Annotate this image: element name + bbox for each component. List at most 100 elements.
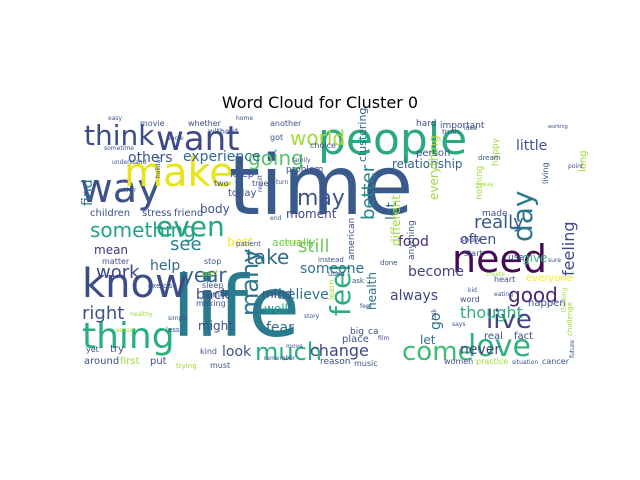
word-relationship: relationship [392,157,463,171]
word-go: go [428,313,444,330]
word-important: important [440,121,485,131]
word-sense: sense [116,327,134,334]
word-back: back [196,287,230,303]
word-instead: instead [318,256,344,264]
word-friend: friend [174,208,203,219]
word-talk: talk [431,308,438,320]
word-working: working [548,124,568,130]
word-see: see [170,234,202,255]
word-really: really [474,212,524,233]
word-know: know [82,261,188,307]
word-simply: simply [168,315,188,322]
word-problem: problem [286,165,323,175]
word-anything: anything [407,220,417,260]
word-part: part [202,269,218,278]
word-well: well [264,302,288,316]
word-heart: heart [494,275,515,284]
word-situation: situation [512,359,538,366]
word-keep: keep [230,169,254,180]
word-reason: reason [320,357,350,367]
word-away: away [478,181,494,188]
word-mean: mean [94,243,128,257]
word-others: others [128,150,173,166]
word-living: living [541,162,550,184]
word-long: long [578,150,589,172]
word-got: got [270,133,283,142]
word-mind: mind [262,287,292,301]
word-rather: rather [118,187,137,194]
word-create: create [486,271,505,278]
word-use: use [508,253,524,263]
word-without: without [208,127,238,136]
word-holiday: holiday [155,156,162,178]
word-become: become [408,264,464,280]
word-experience: experience [183,149,261,165]
word-year: year [182,263,227,287]
word-different: different [389,195,403,246]
word-often: often [460,232,496,248]
word-show: show [460,235,481,244]
word-around: around [84,356,119,367]
word-end: end [270,215,281,222]
word-everyone: everyone [526,273,573,284]
word-sleep: sleep [202,281,223,290]
word-still: still [298,236,329,257]
word-remember: remember [264,355,296,362]
word-always: always [390,288,438,304]
word-matter: matter [102,257,130,266]
word-sure: sure [548,257,561,264]
word-story: story [304,313,320,320]
word-family: family [292,157,311,164]
word-live: live [486,305,532,335]
word-way: way [80,166,161,212]
word-hard: hard [416,119,436,129]
word-children: children [90,208,130,219]
word-take: take [246,245,289,269]
word-happy: happy [491,137,501,166]
word-give: give [522,251,547,265]
word-point: point [568,163,584,170]
word-people: people [318,114,467,165]
word-move: move [286,343,303,350]
word-lot: lot [384,202,400,220]
word-body: body [200,202,230,216]
word-think: think [84,119,155,152]
word-start: start [464,249,483,258]
word-feel: feel [324,264,357,316]
word-home: home [236,115,253,122]
word-film: film [378,335,389,342]
chart-title: Word Cloud for Cluster 0 [221,93,419,112]
word-come: come [402,337,474,367]
word-big: big [350,327,364,337]
word-women: women [444,357,473,366]
word-challenge: challenge [566,302,574,336]
word-fear: fear [266,320,294,336]
word-thing: thing [82,316,175,357]
word-result: result [257,174,264,192]
word-human: human [202,290,230,299]
word-idea: idea [464,125,477,132]
word-put: put [150,356,167,367]
word-never: never [460,342,500,358]
word-less: less [166,326,180,334]
word-truth: truth [442,128,459,136]
word-actually: actually [272,236,316,249]
word-person: person [416,148,450,159]
word-easy: easy [108,115,122,122]
word-healthy: healthy [130,311,153,318]
word-world: world [290,126,345,150]
word-fact: fact [514,331,533,342]
word-choice: choice [310,141,336,150]
word-love: love [468,329,531,364]
word-try: try [110,344,124,355]
word-work: work [96,262,140,283]
word-help: help [150,258,180,274]
word-true: true [252,179,268,188]
word-word: word [460,295,480,304]
word-stress: stress [142,208,172,219]
word-time: time [228,139,413,234]
word-music: music [354,359,378,368]
word-health: health [365,272,379,310]
word-happen: happen [528,298,566,309]
word-sometime: sometime [104,145,134,152]
